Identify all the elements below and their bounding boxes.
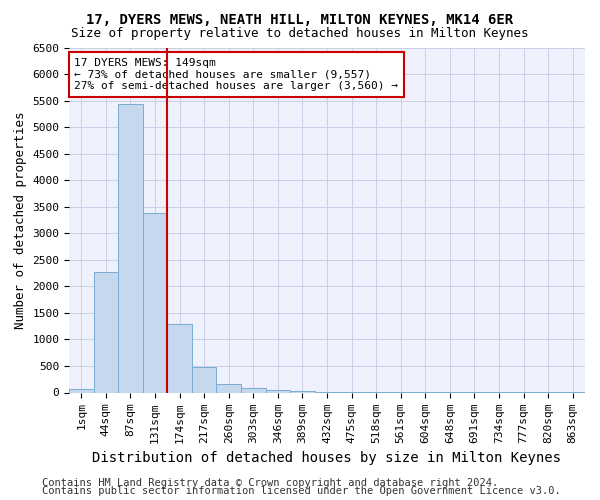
Bar (143, 212, 167, 392)
Bar (94, 272, 118, 392)
Bar (118, 104, 143, 393)
Text: Contains HM Land Registry data © Crown copyright and database right 2024.: Contains HM Land Registry data © Crown c… (42, 478, 498, 488)
Text: 17, DYERS MEWS, NEATH HILL, MILTON KEYNES, MK14 6ER: 17, DYERS MEWS, NEATH HILL, MILTON KEYNE… (86, 12, 514, 26)
Bar (241, 388, 266, 392)
X-axis label: Distribution of detached houses by size in Milton Keynes: Distribution of detached houses by size … (92, 451, 562, 465)
Text: 17 DYERS MEWS: 149sqm
← 73% of detached houses are smaller (9,557)
27% of semi-d: 17 DYERS MEWS: 149sqm ← 73% of detached … (74, 58, 398, 91)
Bar (69, 390, 94, 392)
Bar (290, 391, 315, 392)
Bar (217, 384, 241, 392)
Bar (167, 324, 192, 392)
Text: Contains public sector information licensed under the Open Government Licence v3: Contains public sector information licen… (42, 486, 561, 496)
Text: Size of property relative to detached houses in Milton Keynes: Size of property relative to detached ho… (71, 28, 529, 40)
Y-axis label: Number of detached properties: Number of detached properties (14, 112, 27, 329)
Bar (266, 390, 290, 392)
Bar (192, 367, 217, 392)
